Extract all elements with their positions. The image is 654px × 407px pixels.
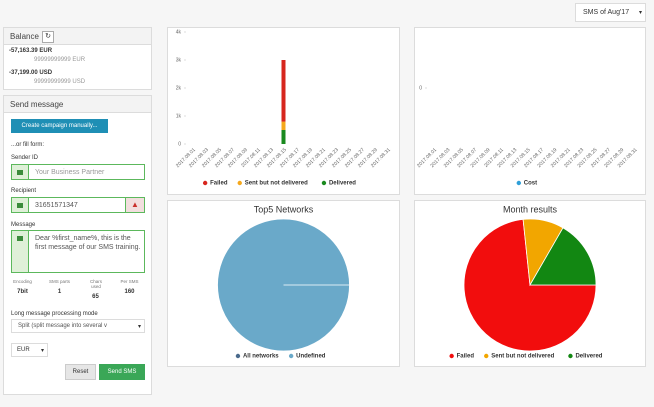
send-message-panel: Send message Create campaign manually...…	[3, 95, 152, 395]
bar	[281, 130, 286, 144]
legend-label: Delivered	[329, 181, 356, 187]
send-button[interactable]: Send SMS	[99, 364, 145, 380]
legend-marker	[516, 180, 521, 186]
pie-slice	[217, 218, 350, 352]
legend-marker	[235, 353, 241, 359]
legend-marker	[449, 353, 454, 359]
stat-value: 1	[57, 289, 62, 295]
send-message-header: Send message	[4, 96, 151, 113]
period-select-text: SMS of Aug'17	[583, 9, 630, 16]
legend-label: Sent but not delivered	[245, 181, 308, 187]
chart-panel: 0 2017.08.01 2017.08.03 2017.08.05 2017.08.0…	[414, 27, 646, 195]
input-icon	[12, 231, 29, 272]
recipient-input[interactable]: 31651571347 ▲	[11, 197, 145, 213]
chart: Month results Failed Sent but not delivere…	[449, 204, 603, 360]
chart: 01k2k3k4k2017.08.012017.08.032017.08.052…	[175, 29, 392, 187]
y-tick-label: 0	[419, 85, 422, 91]
balance-amount: -57,163.39 EUR	[9, 48, 53, 54]
bar	[281, 60, 286, 122]
message-input[interactable]: Dear %first_name%, this is the first mes…	[11, 230, 145, 273]
balance-limit: 99999999999 USD	[34, 79, 86, 85]
legend-label: Failed	[457, 354, 475, 360]
y-tick-label: 2k	[176, 85, 182, 91]
mode-label: Long message processing mode	[11, 311, 98, 317]
chart-title: Top5 Networks	[254, 204, 314, 214]
balance-panel: Balance ↻ -57,163.39 EUR 99999999999 EUR…	[3, 27, 152, 90]
balance-limit: 99999999999 EUR	[34, 57, 86, 63]
caret: ▾	[137, 324, 141, 330]
caret: ▾	[639, 10, 643, 16]
y-tick-label: 4k	[176, 29, 182, 35]
reset-text: Reset	[72, 369, 89, 375]
sender-value: Your Business Partner	[35, 169, 105, 176]
currency-value: EUR	[17, 347, 30, 353]
balance-amount: -37,199.00 USD	[9, 70, 53, 76]
y-tick-label: 0	[178, 141, 181, 147]
legend-marker	[484, 353, 489, 359]
input-icon	[12, 198, 29, 212]
warning-icon: ▲	[125, 198, 144, 212]
chart-panel: Month results Failed Sent but not delivere…	[414, 200, 646, 367]
balance-header: Balance	[4, 28, 151, 45]
balance-title: Balance	[10, 32, 39, 41]
chart-panel: 0 1k 2k 3k 4k 2017.08.01 2017.08.03 2017.08.05 2…	[167, 27, 400, 195]
legend-marker	[202, 180, 208, 186]
sender-label: Sender ID	[11, 155, 39, 161]
input-icon	[12, 165, 29, 179]
y-tick-label: 1k	[176, 113, 182, 119]
send-text: Send SMS	[107, 369, 137, 375]
stat-label: Encoding	[13, 279, 32, 284]
y-tick-label: 3k	[176, 57, 182, 63]
bar	[281, 121, 286, 130]
message-value: Dear %first_name%, this is the first mes…	[35, 235, 141, 251]
mode-select[interactable]: Split (split message into several v ▾	[11, 319, 145, 333]
chart: 02017.08.012017.08.032017.08.052017.08.0…	[416, 85, 639, 187]
legend-marker	[568, 353, 573, 359]
legend-marker	[288, 353, 294, 359]
stat-label: SMS parts	[48, 279, 70, 284]
stat-value: 160	[124, 289, 135, 295]
stat-label: Chars used	[89, 279, 102, 289]
legend-marker	[321, 180, 327, 186]
legend-label: Delivered	[575, 354, 602, 360]
recipient-value: 31651571347	[35, 202, 78, 209]
or-fill-text: ...or fill form:	[11, 142, 45, 148]
refresh-button[interactable]: ↻	[42, 31, 54, 43]
pie-slice	[529, 227, 597, 286]
stat-value: 7bit	[17, 289, 28, 295]
sender-input[interactable]: Your Business Partner	[11, 164, 145, 180]
campaign-button-text: Create campaign manually...	[21, 123, 98, 129]
legend-marker	[237, 180, 242, 186]
chart-title: Month results	[503, 204, 558, 214]
chart: Top5 Networks All networks Undefined	[217, 204, 350, 360]
campaign-button[interactable]: Create campaign manually...	[11, 119, 108, 133]
legend-label: Sent but not delivered	[491, 354, 554, 360]
stat-label: Per SMS	[120, 279, 139, 284]
legend-label: Cost	[524, 181, 537, 187]
caret: ▾	[40, 348, 44, 354]
legend-label: Undefined	[296, 354, 326, 360]
period-select[interactable]: SMS of Aug'17 ▾	[575, 3, 646, 22]
stat-value: 65	[92, 294, 99, 300]
currency-select[interactable]: EUR ▾	[11, 343, 48, 357]
send-message-title: Send message	[10, 100, 64, 109]
recipient-label: Recipient	[11, 188, 37, 194]
legend-label: All networks	[243, 354, 279, 360]
legend-label: Failed	[210, 181, 228, 187]
mode-value: Split (split message into several v	[18, 323, 108, 329]
reset-button[interactable]: Reset	[65, 364, 96, 380]
chart-panel: Top5 Networks All networks Undefined	[167, 200, 400, 367]
message-label: Message	[11, 222, 36, 228]
